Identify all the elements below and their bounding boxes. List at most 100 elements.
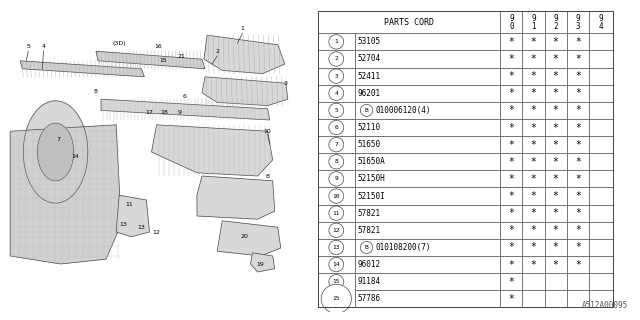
Bar [355,68,500,85]
Bar [500,256,522,273]
Text: 9
0: 9 0 [509,14,514,31]
Bar [522,11,545,33]
Bar [567,188,589,204]
Bar [589,136,612,153]
Text: 8: 8 [266,173,269,179]
Text: *: * [553,208,559,218]
Bar [545,188,567,204]
Bar [545,273,567,290]
Bar [522,222,545,239]
Bar [318,188,355,204]
Text: *: * [508,260,515,269]
Bar [589,256,612,273]
Bar [589,239,612,256]
Circle shape [329,103,344,117]
Bar [567,85,589,102]
Text: 8: 8 [94,89,98,94]
Bar [522,290,545,308]
Bar [545,51,567,68]
Text: 7: 7 [56,137,61,142]
Text: 52110: 52110 [358,123,381,132]
Text: *: * [531,123,536,132]
Text: 14: 14 [333,262,340,267]
Bar [567,68,589,85]
Bar [318,273,355,308]
Text: *: * [531,37,536,47]
Bar [318,85,355,102]
Text: *: * [575,208,580,218]
Bar [589,290,612,308]
Text: 11: 11 [125,202,133,207]
Circle shape [329,155,344,169]
Text: *: * [575,105,580,116]
Text: 17: 17 [145,109,154,115]
Bar [567,170,589,188]
Polygon shape [37,123,74,181]
Bar [545,290,567,308]
Bar [522,33,545,51]
Polygon shape [96,51,205,69]
Bar [355,188,500,204]
Bar [589,102,612,119]
Bar [500,290,522,308]
Circle shape [329,257,344,272]
Circle shape [329,35,344,49]
Polygon shape [250,253,275,272]
Bar [522,188,545,204]
Circle shape [329,52,344,66]
Text: 11: 11 [333,211,340,216]
Text: 20: 20 [241,234,248,239]
Bar [522,119,545,136]
Text: 10: 10 [264,129,271,134]
Circle shape [329,69,344,83]
Bar [545,33,567,51]
Bar [500,102,522,119]
Text: 52150I: 52150I [358,192,385,201]
Text: *: * [553,140,559,150]
Text: *: * [508,157,515,167]
Bar [500,51,522,68]
Text: 6: 6 [335,125,338,130]
Text: 57821: 57821 [358,209,381,218]
Text: *: * [508,243,515,252]
Bar [522,136,545,153]
Bar [522,68,545,85]
Bar [318,222,355,239]
Bar [318,136,355,153]
Bar [545,119,567,136]
Text: 12: 12 [333,228,340,233]
Text: *: * [531,243,536,252]
Bar [589,188,612,204]
Polygon shape [10,125,121,264]
Bar [589,11,612,33]
Circle shape [329,172,344,186]
Bar [355,290,500,308]
Text: B: B [365,245,369,250]
Text: 9: 9 [178,109,182,115]
Text: *: * [531,191,536,201]
Bar [500,68,522,85]
Bar [589,68,612,85]
Text: *: * [553,225,559,235]
Text: 9
3: 9 3 [575,14,580,31]
Text: 51650A: 51650A [358,157,385,166]
Bar [522,273,545,290]
Text: 52150H: 52150H [358,174,385,183]
Polygon shape [217,221,281,256]
Text: *: * [553,37,559,47]
Bar [567,33,589,51]
Bar [355,256,500,273]
Text: 3: 3 [335,74,338,79]
Text: 2: 2 [335,57,338,61]
Bar [522,153,545,170]
Bar [500,85,522,102]
Text: 16: 16 [155,44,163,49]
Bar [589,85,612,102]
Text: *: * [553,71,559,81]
Bar [318,153,355,170]
Polygon shape [23,101,88,203]
Circle shape [329,189,344,203]
Bar [567,256,589,273]
Text: PARTS CORD: PARTS CORD [384,18,434,27]
Bar [522,102,545,119]
